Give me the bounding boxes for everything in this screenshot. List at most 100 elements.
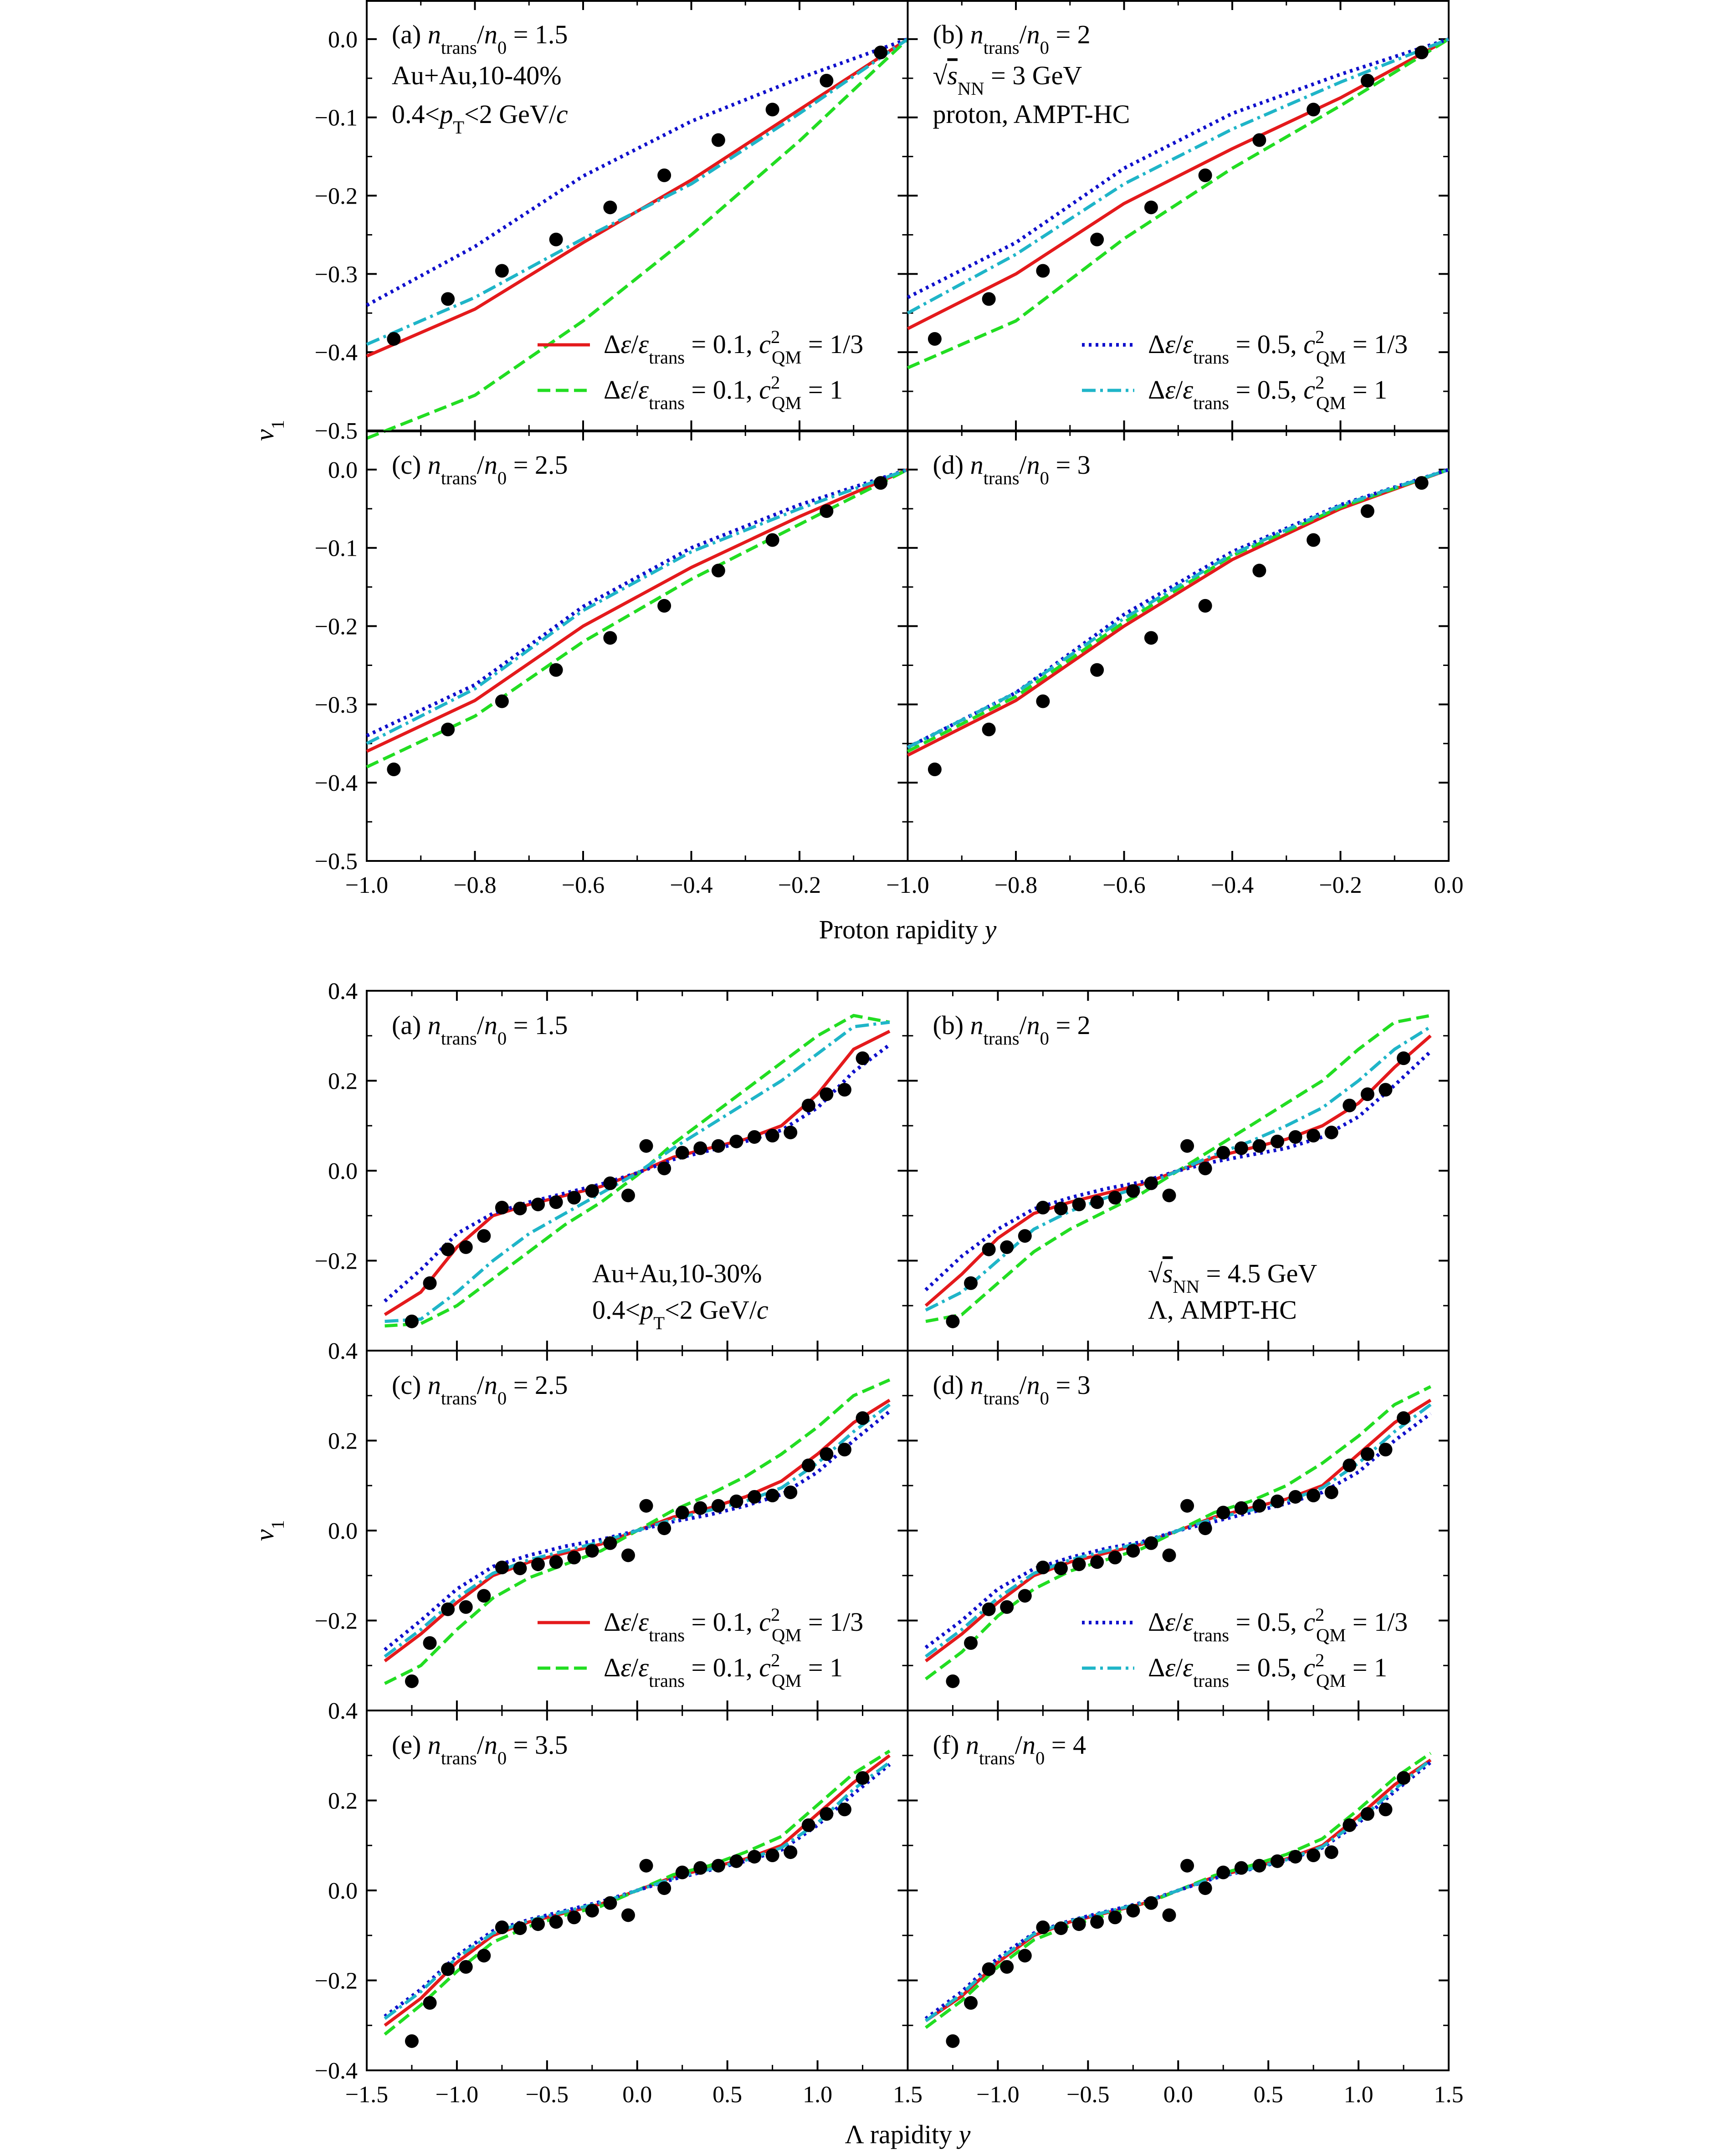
data-point — [1144, 1896, 1158, 1910]
data-point — [567, 1191, 581, 1205]
data-point — [1414, 476, 1429, 490]
data-point — [1343, 1098, 1357, 1112]
data-point — [928, 762, 942, 776]
data-point — [964, 1996, 978, 2010]
data-point — [603, 1176, 617, 1190]
data-point — [1018, 1589, 1032, 1603]
data-point — [657, 599, 671, 613]
data-point — [1360, 1807, 1374, 1821]
data-point — [765, 102, 779, 117]
data-point — [1036, 264, 1050, 278]
data-point — [1090, 1915, 1104, 1929]
y-tick-label: 0.4 — [328, 1698, 358, 1724]
y-axis-label: v1 — [250, 1520, 288, 1541]
data-point — [495, 1560, 509, 1574]
data-point — [982, 1602, 996, 1616]
data-point — [1000, 1600, 1014, 1614]
data-point — [1036, 1560, 1050, 1574]
data-point — [1324, 1845, 1338, 1859]
data-point — [1307, 533, 1321, 547]
curve-red_solid — [907, 37, 1450, 330]
x-tick-label: 0.5 — [712, 2082, 742, 2108]
data-point — [1090, 1195, 1104, 1209]
x-tick-label: −0.2 — [778, 872, 821, 898]
y-tick-label: −0.2 — [315, 614, 358, 640]
data-point — [1036, 1200, 1050, 1214]
x-tick-label: 0.0 — [1434, 872, 1464, 898]
x-tick-label: −0.6 — [1102, 872, 1145, 898]
x-tick-label: −0.4 — [1211, 872, 1254, 898]
data-point — [1162, 1908, 1176, 1922]
data-point — [495, 1920, 509, 1934]
data-point — [1054, 1921, 1068, 1935]
data-point — [711, 133, 725, 147]
data-point — [1343, 1818, 1357, 1832]
x-tick-label: 1.5 — [893, 2082, 922, 2108]
data-point — [748, 1130, 762, 1144]
data-point — [495, 264, 509, 278]
data-point — [423, 1276, 437, 1290]
data-point — [1180, 1499, 1194, 1513]
data-point — [801, 1098, 815, 1112]
data-point — [946, 1674, 960, 1688]
data-point — [1324, 1126, 1338, 1140]
data-point — [423, 1996, 437, 2010]
data-point — [657, 1521, 671, 1536]
data-point — [1343, 1458, 1357, 1472]
data-point — [784, 1845, 798, 1859]
x-tick-label: −0.2 — [1319, 872, 1362, 898]
data-point — [405, 1674, 419, 1688]
y-tick-label: −0.4 — [315, 2058, 358, 2084]
data-point — [729, 1854, 743, 1868]
data-point — [982, 1242, 996, 1256]
y-tick-label: −0.2 — [315, 1608, 358, 1634]
data-point — [1414, 46, 1429, 60]
data-point — [801, 1818, 815, 1832]
legend-label-blue_dotted: Δε/εtrans = 0.5, c2 QM = 1/3 — [1148, 327, 1408, 368]
y-tick-label: −0.1 — [315, 105, 358, 131]
data-point — [549, 232, 563, 246]
data-point — [441, 1962, 455, 1976]
data-point — [946, 1314, 960, 1328]
lambda-panel-0: −0.2 0.0 0.2 0.4 (a) ntrans/n0 = 1.5 — [315, 978, 909, 1352]
proton-panel-3: −1.0 −0.8 −0.6 −0.4 −0.2 0.0−1.0(d) ntrans/n0… — [886, 430, 1464, 898]
curve-red_solid — [366, 37, 909, 358]
data-point — [964, 1276, 978, 1290]
data-point — [765, 1128, 779, 1142]
data-point — [1090, 1555, 1104, 1569]
data-point — [585, 1544, 599, 1558]
data-point — [1000, 1960, 1014, 1974]
data-point — [405, 1314, 419, 1328]
data-point — [1234, 1141, 1248, 1155]
x-tick-label: 1.5 — [1434, 2082, 1464, 2108]
data-point — [1144, 1536, 1158, 1550]
annotation-energy: √sNN = 4.5 GeV — [1148, 1259, 1317, 1297]
data-point — [657, 1881, 671, 1895]
y-tick-label: 0.0 — [328, 1878, 358, 1904]
data-point — [874, 46, 888, 60]
annotation-particle: proton, AMPT-HC — [933, 99, 1130, 129]
data-point — [603, 1896, 617, 1910]
data-point — [639, 1859, 653, 1873]
data-point — [765, 1488, 779, 1502]
data-point — [1360, 1087, 1374, 1101]
data-point — [459, 1600, 473, 1614]
data-point — [784, 1126, 798, 1140]
data-point — [441, 1602, 455, 1616]
data-point — [729, 1494, 743, 1508]
data-point — [1216, 1506, 1230, 1520]
data-point — [603, 631, 617, 645]
panel-label: (c) ntrans/n0 = 2.5 — [392, 450, 568, 488]
data-point — [405, 2034, 419, 2048]
data-point — [1144, 200, 1158, 215]
curve-blue_dotted — [366, 37, 908, 307]
data-point — [1072, 1557, 1086, 1572]
data-point — [1307, 1848, 1321, 1862]
data-point — [1090, 232, 1104, 246]
data-point — [459, 1240, 473, 1254]
data-point — [621, 1188, 635, 1203]
x-axis-label: Λ rapidity y — [845, 2120, 971, 2149]
curve-red_solid — [366, 468, 908, 753]
